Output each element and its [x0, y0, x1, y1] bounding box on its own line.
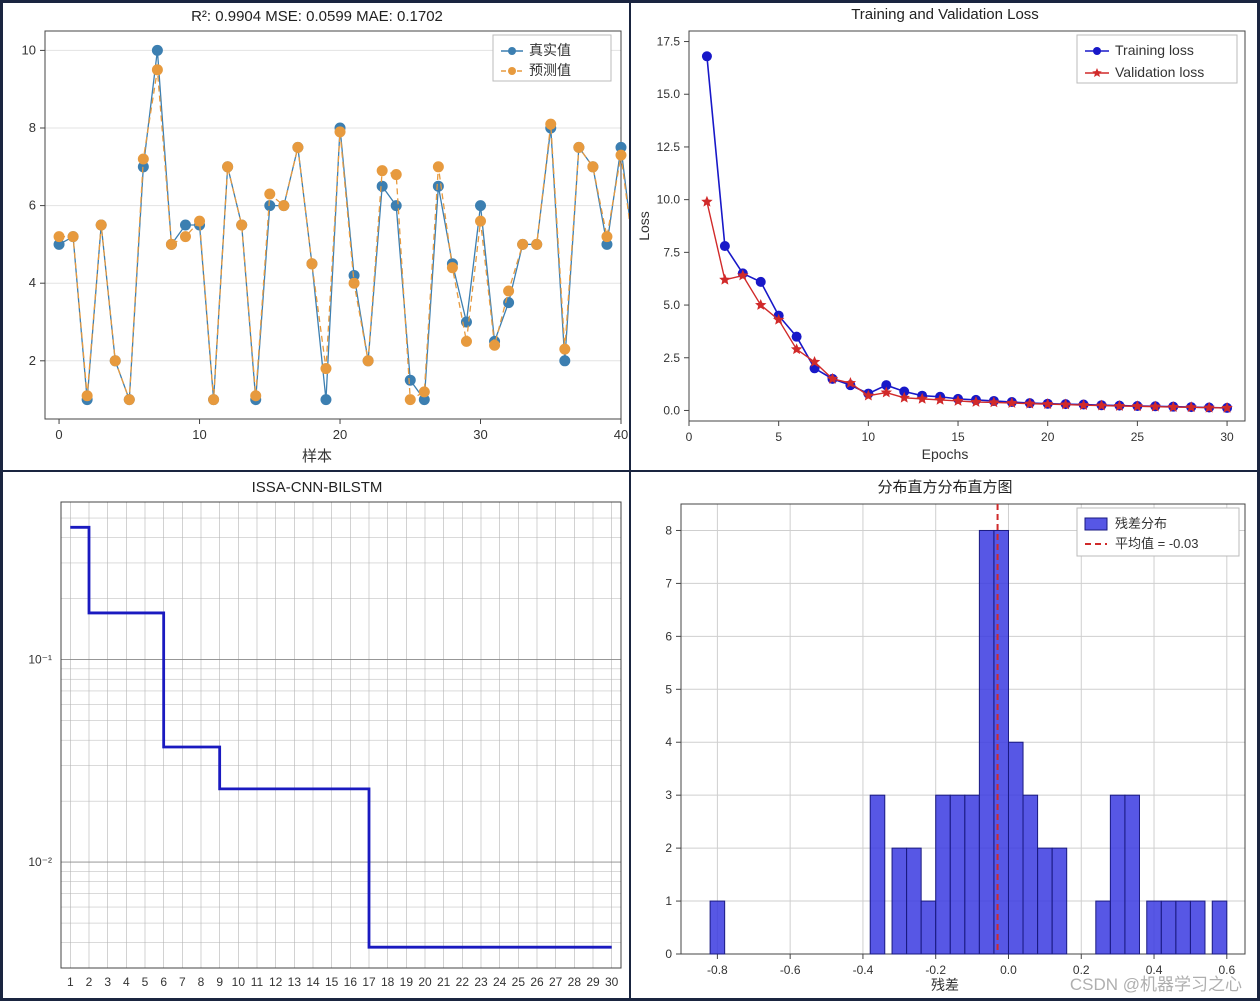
svg-text:10⁻²: 10⁻² — [28, 855, 52, 869]
svg-text:21: 21 — [437, 975, 451, 989]
svg-text:27: 27 — [549, 975, 563, 989]
svg-text:11: 11 — [251, 975, 264, 989]
svg-text:7.5: 7.5 — [663, 245, 680, 259]
panel-residual-histogram: -0.8 -0.6 -0.4 -0.2 0.0 0.2 0.4 0.6 0 1 2 3 4 5 6 7 8 分布直… — [630, 471, 1258, 999]
svg-text:23: 23 — [474, 975, 488, 989]
svg-text:10: 10 — [232, 975, 246, 989]
svg-text:12: 12 — [269, 975, 283, 989]
svg-text:Loss: Loss — [636, 211, 652, 241]
svg-text:15: 15 — [951, 430, 965, 444]
svg-text:6: 6 — [665, 629, 672, 643]
svg-text:4: 4 — [29, 275, 36, 290]
svg-text:5: 5 — [142, 975, 149, 989]
svg-text:0.0: 0.0 — [1000, 963, 1017, 977]
svg-text:19: 19 — [400, 975, 414, 989]
svg-text:20: 20 — [1041, 430, 1055, 444]
svg-text:0.2: 0.2 — [1073, 963, 1090, 977]
svg-text:-0.2: -0.2 — [925, 963, 946, 977]
svg-text:5: 5 — [775, 430, 782, 444]
svg-text:30: 30 — [1220, 430, 1234, 444]
svg-text:6: 6 — [29, 198, 36, 213]
svg-text:13: 13 — [288, 975, 302, 989]
svg-text:Validation loss: Validation loss — [1115, 64, 1204, 80]
svg-text:真实值: 真实值 — [529, 42, 571, 58]
panel-prediction-chart: 010203040246810R²: 0.9904 MSE: 0.0599 MA… — [2, 2, 630, 471]
svg-text:10⁻¹: 10⁻¹ — [28, 652, 52, 666]
svg-text:9: 9 — [216, 975, 223, 989]
svg-text:17.5: 17.5 — [657, 35, 681, 49]
svg-text:样本: 样本 — [302, 448, 332, 465]
svg-text:2: 2 — [86, 975, 93, 989]
svg-text:14: 14 — [306, 975, 320, 989]
svg-text:15: 15 — [325, 975, 339, 989]
svg-text:6: 6 — [160, 975, 167, 989]
svg-text:20: 20 — [418, 975, 432, 989]
svg-text:-0.4: -0.4 — [853, 963, 874, 977]
svg-text:残差: 残差 — [931, 977, 959, 993]
svg-text:4: 4 — [123, 975, 130, 989]
svg-text:40: 40 — [614, 427, 628, 442]
svg-text:20: 20 — [333, 427, 347, 442]
svg-text:25: 25 — [512, 975, 526, 989]
panel-fitness-chart: 1234567891011121314151617181920212223242… — [2, 471, 630, 999]
svg-text:12.5: 12.5 — [657, 140, 681, 154]
svg-text:-0.8: -0.8 — [707, 963, 728, 977]
svg-text:8: 8 — [29, 120, 36, 135]
svg-text:5.0: 5.0 — [663, 298, 680, 312]
svg-text:ISSA-CNN-BILSTM: ISSA-CNN-BILSTM — [252, 479, 383, 496]
svg-text:3: 3 — [104, 975, 111, 989]
svg-text:26: 26 — [530, 975, 544, 989]
svg-text:16: 16 — [344, 975, 358, 989]
svg-text:2.5: 2.5 — [663, 351, 680, 365]
panel-loss-chart: 0 5 10 15 20 25 30 0.0 2.5 5.0 7.5 10.0 12.5 15.0 17.5… — [630, 2, 1258, 471]
svg-text:2: 2 — [29, 353, 36, 368]
svg-text:0: 0 — [686, 430, 693, 444]
svg-text:0.6: 0.6 — [1218, 963, 1235, 977]
svg-text:18: 18 — [381, 975, 395, 989]
svg-text:预测值: 预测值 — [529, 62, 571, 78]
svg-text:残差分布: 残差分布 — [1115, 516, 1167, 531]
svg-text:8: 8 — [665, 523, 672, 537]
svg-text:2: 2 — [665, 841, 672, 855]
svg-text:25: 25 — [1131, 430, 1145, 444]
svg-text:10: 10 — [862, 430, 876, 444]
svg-text:0.0: 0.0 — [663, 403, 680, 417]
svg-text:1: 1 — [67, 975, 74, 989]
svg-text:平均值 = -0.03: 平均值 = -0.03 — [1115, 536, 1198, 551]
svg-text:0: 0 — [55, 427, 62, 442]
svg-text:17: 17 — [362, 975, 376, 989]
svg-text:22: 22 — [456, 975, 470, 989]
svg-text:0.4: 0.4 — [1146, 963, 1163, 977]
svg-text:30: 30 — [605, 975, 619, 989]
svg-text:7: 7 — [665, 576, 672, 590]
svg-text:3: 3 — [665, 788, 672, 802]
svg-text:4: 4 — [665, 735, 672, 749]
svg-text:-0.6: -0.6 — [780, 963, 801, 977]
svg-text:28: 28 — [568, 975, 582, 989]
svg-text:1: 1 — [665, 894, 672, 908]
svg-text:29: 29 — [586, 975, 600, 989]
svg-text:8: 8 — [198, 975, 205, 989]
svg-text:10: 10 — [22, 42, 36, 57]
svg-text:分布直方分布直方图: 分布直方分布直方图 — [877, 479, 1012, 496]
svg-text:24: 24 — [493, 975, 507, 989]
svg-text:R²: 0.9904 MSE: 0.0599: R²: 0.9904 MSE: 0.0599 MAE: 0.1702 — [191, 8, 443, 25]
svg-text:15.0: 15.0 — [657, 87, 681, 101]
svg-text:10: 10 — [192, 427, 206, 442]
svg-text:10.0: 10.0 — [657, 193, 681, 207]
svg-text:Epochs: Epochs — [922, 446, 969, 462]
svg-text:30: 30 — [473, 427, 487, 442]
svg-text:Training loss: Training loss — [1115, 42, 1194, 58]
svg-text:5: 5 — [665, 682, 672, 696]
svg-text:7: 7 — [179, 975, 186, 989]
svg-text:Training and Validation Loss: Training and Validation Loss — [851, 6, 1039, 23]
svg-text:0: 0 — [665, 947, 672, 961]
